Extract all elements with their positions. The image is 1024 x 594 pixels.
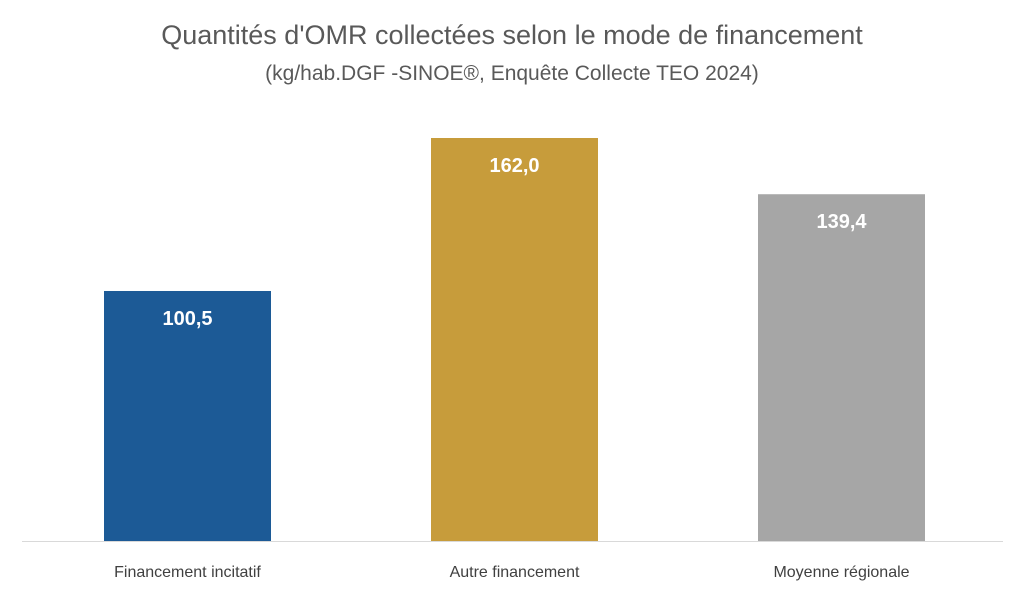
bar xyxy=(431,138,598,541)
category-label: Financement incitatif xyxy=(114,564,261,581)
data-label: 100,5 xyxy=(162,308,212,330)
data-label: 139,4 xyxy=(816,211,867,233)
bar xyxy=(758,194,925,541)
bar xyxy=(104,290,271,541)
data-label: 162,0 xyxy=(489,155,539,177)
category-label: Autre financement xyxy=(450,564,580,581)
chart-subtitle: (kg/hab.DGF -SINOE®, Enquête Collecte TE… xyxy=(265,62,759,85)
category-label: Moyenne régionale xyxy=(773,564,909,581)
chart-title: Quantités d'OMR collectées selon le mode… xyxy=(161,20,863,50)
